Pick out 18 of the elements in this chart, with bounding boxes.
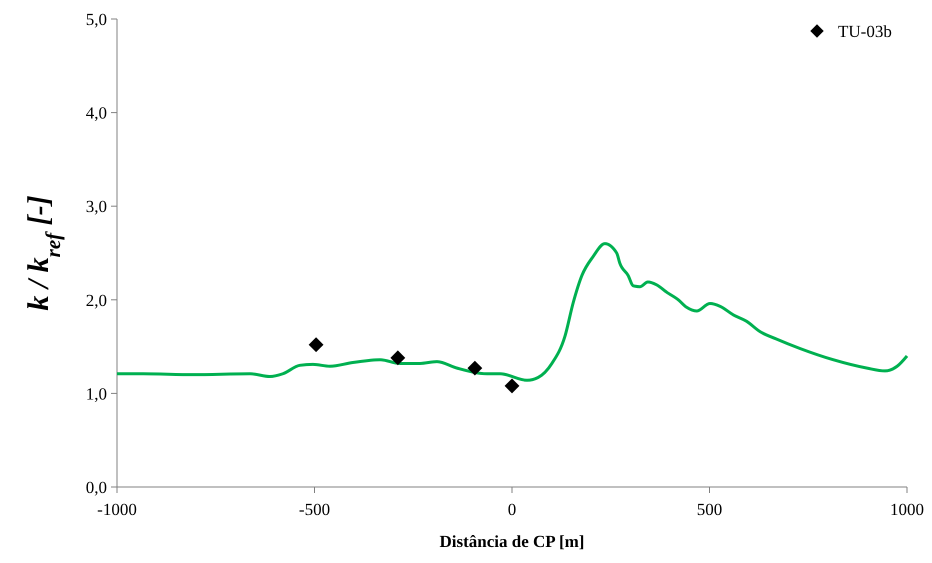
x-axis-title: Distância de CP [m]	[440, 532, 584, 551]
point	[390, 350, 406, 366]
x-tick-label: 500	[696, 500, 722, 519]
point	[308, 337, 324, 352]
point	[467, 360, 482, 376]
y-tick-label: 3,0	[86, 197, 107, 216]
x-tick-label: 0	[508, 500, 516, 519]
x-tick-label: 1000	[890, 500, 924, 519]
x-tick-label: -500	[298, 500, 330, 519]
y-tick-label: 2,0	[86, 290, 107, 310]
y-tick-label: 5,0	[86, 10, 107, 29]
y-tick-label: 0,0	[86, 478, 107, 497]
y-tick-label: 4,0	[86, 104, 107, 123]
line-series	[116, 242, 908, 382]
x-tick-label: -1000	[97, 500, 137, 519]
point	[504, 378, 520, 394]
legend-label: TU-03b	[838, 22, 892, 41]
y-tick-label: 1,0	[86, 384, 107, 404]
